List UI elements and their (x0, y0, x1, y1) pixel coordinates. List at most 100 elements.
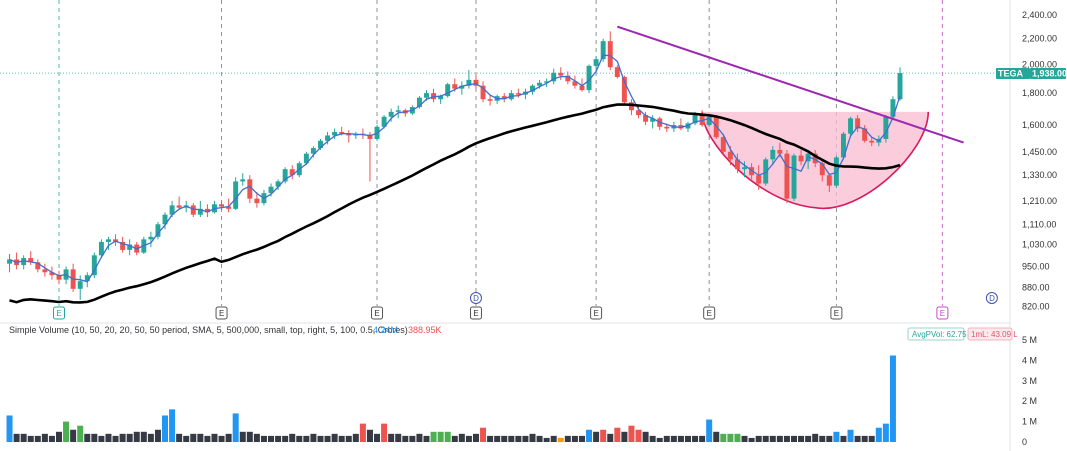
volume-bar (875, 427, 882, 442)
candle (360, 128, 366, 139)
volume-bar (593, 431, 600, 442)
volume-bar (112, 435, 119, 442)
candle (480, 81, 486, 103)
candle (49, 266, 55, 280)
candle (127, 239, 133, 256)
earnings-marker[interactable]: E (469, 306, 482, 320)
candle (734, 153, 740, 174)
volume-bar (147, 433, 154, 442)
volume-bar (642, 431, 649, 442)
candle (84, 272, 90, 288)
volume-bar (225, 433, 232, 442)
volume-bar (451, 435, 458, 442)
volume-bar (522, 435, 529, 442)
volume-bar (677, 435, 684, 442)
volume-bar (13, 433, 20, 442)
candle (155, 221, 161, 240)
candle (395, 105, 401, 119)
volume-bar (409, 435, 416, 442)
price-tick-label: 2,400.00 (1022, 10, 1057, 20)
candle (586, 64, 592, 94)
earnings-marker[interactable]: E (53, 306, 66, 320)
dividend-marker[interactable]: D (469, 292, 482, 304)
volume-bar (847, 429, 854, 442)
candle (600, 38, 606, 62)
volume-bar (246, 431, 253, 442)
volume-tick-label: 4 M (1022, 355, 1037, 365)
volume-bar (324, 435, 331, 442)
volume-bar (529, 433, 536, 442)
candle (848, 116, 854, 138)
dividend-marker[interactable]: D (985, 292, 998, 304)
volume-bar (268, 435, 275, 442)
candle (91, 252, 97, 279)
volume-bar (154, 429, 161, 442)
candle (289, 165, 295, 180)
candle (756, 165, 762, 190)
earnings-marker[interactable]: E (830, 306, 843, 320)
volume-bar (550, 435, 557, 442)
volume-bar (140, 431, 147, 442)
candle (699, 110, 705, 127)
volume-bar (416, 433, 423, 442)
earnings-marker[interactable]: E (371, 306, 384, 320)
candle (791, 153, 797, 201)
long-ma-line (9, 103, 901, 304)
volume-bar (77, 425, 84, 442)
volume-bar (239, 431, 246, 442)
candle (162, 212, 168, 230)
earnings-marker[interactable]: E (703, 306, 716, 320)
volume-tick-label: 0 (1022, 437, 1027, 447)
avg-volume-badge: AvgPVol: 62.75 Cr (907, 327, 978, 341)
volume-indicator-title[interactable]: Simple Volume (10, 50, 20, 20, 50, 50 pe… (9, 325, 408, 335)
marker-label: E (594, 309, 599, 318)
volume-bar (126, 433, 133, 442)
event-markers: E E EDE E E E ED (53, 292, 998, 320)
lots-badge: 1mL: 43.09 L (967, 327, 1018, 341)
volume-bar (656, 437, 663, 442)
candle (113, 234, 119, 246)
earnings-marker[interactable]: E (936, 306, 949, 320)
volume-bar (889, 355, 896, 442)
volume-bar (98, 435, 105, 442)
candle (650, 115, 656, 129)
candle (21, 255, 27, 270)
candle (7, 253, 13, 273)
volume-bar (472, 433, 479, 442)
candle (784, 149, 790, 204)
marker-label: E (219, 309, 224, 318)
volume-bar (564, 435, 571, 442)
candle (28, 251, 34, 266)
candle (106, 236, 111, 250)
last-price-label: 1,938.00 (1032, 69, 1067, 79)
volume-bar (63, 421, 70, 442)
earnings-marker[interactable]: E (215, 306, 228, 320)
candle (445, 82, 451, 98)
volume-bar (635, 429, 642, 442)
volume-bar (133, 431, 140, 442)
volume-bar (720, 433, 727, 442)
candle (226, 198, 232, 213)
volume-bar (183, 435, 190, 442)
earnings-marker[interactable]: E (590, 306, 603, 320)
volume-bar (289, 433, 296, 442)
volume-bar (253, 433, 260, 442)
volume-bar (444, 431, 451, 442)
volume-bar (670, 435, 677, 442)
candle (473, 75, 479, 89)
volume-bar (395, 433, 402, 442)
volume-bar (204, 435, 211, 442)
resistance-trendline[interactable] (616, 25, 964, 144)
candle (558, 67, 564, 80)
volume-bar (169, 409, 176, 442)
volume-bar (692, 435, 699, 442)
volume-bar (776, 435, 783, 442)
volume-bar (331, 433, 338, 442)
candle (431, 88, 437, 103)
moving-averages (9, 54, 901, 304)
short-ma-line (9, 54, 901, 283)
volume-bar (359, 423, 366, 442)
volume-bar (282, 435, 289, 442)
volume-bar (649, 435, 656, 442)
volume-bar (437, 431, 444, 442)
